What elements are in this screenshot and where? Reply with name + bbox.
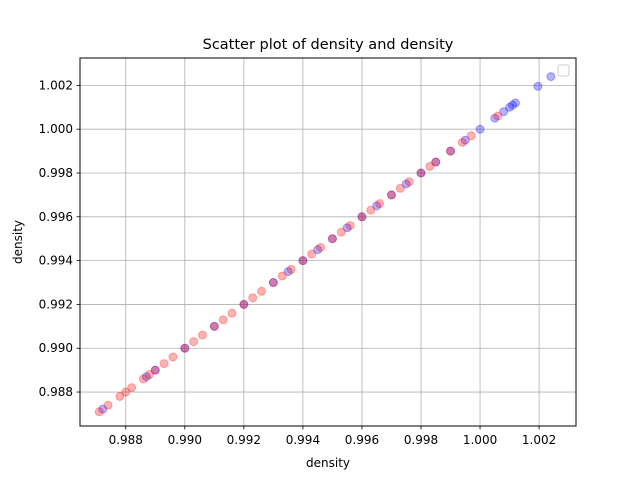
- scatter-point: [372, 201, 382, 211]
- y-tick-label: 0.988: [39, 385, 73, 399]
- x-tick-label: 1.002: [522, 433, 556, 447]
- scatter-point: [457, 137, 467, 147]
- y-axis-label: density: [11, 220, 25, 264]
- scatter-point: [180, 343, 190, 353]
- scatter-point: [150, 365, 160, 375]
- scatter-point: [357, 212, 367, 222]
- scatter-point: [248, 293, 258, 303]
- y-tick-label: 1.002: [39, 78, 73, 92]
- scatter-point: [277, 271, 287, 281]
- grid: [80, 58, 576, 426]
- scatter-point: [209, 321, 219, 331]
- scatter-point: [168, 352, 178, 362]
- scatter-point: [533, 81, 543, 91]
- scatter-point: [98, 404, 108, 414]
- scatter-point: [342, 223, 352, 233]
- scatter-point: [141, 372, 151, 382]
- scatter-point: [508, 100, 518, 110]
- scatter-point: [103, 400, 113, 410]
- scatter-point: [227, 308, 237, 318]
- scatter-point: [298, 256, 308, 266]
- scatter-point: [386, 190, 396, 200]
- scatter-point: [327, 234, 337, 244]
- scatter-point: [357, 212, 367, 222]
- scatter-point: [404, 177, 414, 187]
- scatter-point: [298, 256, 308, 266]
- scatter-point: [336, 227, 346, 237]
- scatter-point: [416, 168, 426, 178]
- scatter-point: [416, 168, 426, 178]
- x-tick-label: 0.992: [227, 433, 261, 447]
- scatter-point: [115, 391, 125, 401]
- x-tick-label: 0.990: [168, 433, 202, 447]
- scatter-point: [150, 365, 160, 375]
- x-tick-label: 0.988: [109, 433, 143, 447]
- scatter-point: [431, 157, 441, 167]
- scatter-point: [375, 199, 385, 209]
- scatter-point: [239, 299, 249, 309]
- y-tick-label: 0.994: [39, 254, 73, 268]
- y-tick-label: 0.998: [39, 166, 73, 180]
- scatter-point: [446, 146, 456, 156]
- scatter-point: [283, 267, 293, 277]
- scatter-point: [345, 221, 355, 231]
- y-tick-label: 1.000: [39, 122, 73, 136]
- scatter-point: [307, 249, 317, 259]
- y-tick-label: 0.992: [39, 297, 73, 311]
- scatter-point: [499, 107, 509, 117]
- scatter-point: [431, 157, 441, 167]
- scatter-point: [313, 245, 323, 255]
- legend-box: [557, 64, 570, 77]
- scatter-point: [460, 135, 470, 145]
- scatter-point: [366, 205, 376, 215]
- scatter-point: [493, 111, 503, 121]
- scatter-point: [286, 264, 296, 274]
- x-tick-label: 0.998: [404, 433, 438, 447]
- plot-frame: [79, 57, 577, 427]
- scatter-point: [401, 179, 411, 189]
- scatter-point: [127, 383, 137, 393]
- scatter-point: [546, 72, 556, 82]
- scatter-point: [395, 183, 405, 193]
- scatter-point: [138, 374, 148, 384]
- scatter-point: [144, 370, 154, 380]
- scatter-point: [505, 102, 515, 112]
- y-tick-label: 0.996: [39, 210, 73, 224]
- scatter-point: [446, 146, 456, 156]
- scatter-point: [159, 359, 169, 369]
- x-tick-label: 1.000: [463, 433, 497, 447]
- scatter-point: [94, 407, 104, 417]
- x-tick-label: 0.994: [286, 433, 320, 447]
- x-axis-label: density: [306, 456, 350, 470]
- x-tick-label: 0.996: [345, 433, 379, 447]
- scatter-point: [218, 315, 228, 325]
- scatter-point: [121, 387, 131, 397]
- scatter-point: [466, 131, 476, 141]
- scatter-points: [94, 72, 556, 417]
- scatter-point: [386, 190, 396, 200]
- axis-ticks: 0.988 0.988 0.990 0.990 0.992 0.992 0.994 0.994…: [39, 78, 557, 447]
- scatter-point: [490, 113, 500, 123]
- scatter-point: [189, 337, 199, 347]
- chart-title: Scatter plot of density and density: [203, 37, 454, 53]
- scatter-point: [239, 299, 249, 309]
- scatter-point: [209, 321, 219, 331]
- y-tick-label: 0.990: [39, 341, 73, 355]
- scatter-point: [257, 286, 267, 296]
- scatter-point: [316, 242, 326, 252]
- scatter-point: [425, 161, 435, 171]
- scatter-point: [475, 124, 485, 134]
- scatter-point: [198, 330, 208, 340]
- scatter-point: [180, 343, 190, 353]
- scatter-point: [327, 234, 337, 244]
- scatter-point: [268, 278, 278, 288]
- scatter-point: [268, 278, 278, 288]
- scatter-point: [510, 98, 520, 108]
